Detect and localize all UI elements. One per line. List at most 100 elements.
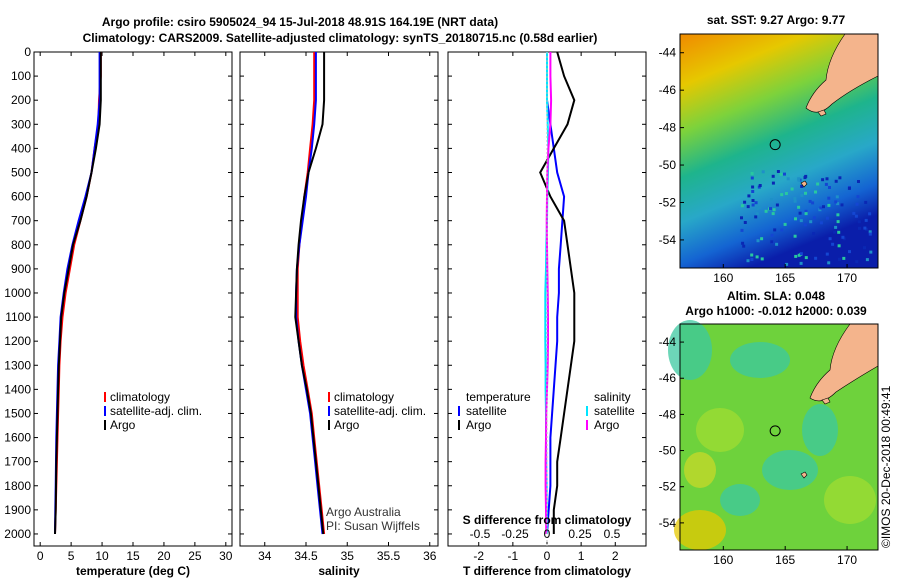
sst-pixel (804, 209, 808, 213)
new-zealand-land (805, 33, 879, 113)
map-x-tick-label: 160 (713, 271, 733, 285)
sst-pixel (754, 215, 758, 219)
x-axis-label: T difference from climatology (463, 564, 631, 578)
sst-pixel (865, 258, 869, 262)
sla-patch (674, 510, 726, 550)
sst-pixel (827, 203, 831, 207)
legend-label-satellite: satellite-adj. clim. (110, 404, 202, 418)
map-y-tick-label: -50 (659, 444, 677, 458)
sst-pixel (751, 190, 755, 193)
sst-pixel (869, 250, 873, 254)
sst-pixel (804, 256, 808, 260)
sst-pixel (856, 195, 860, 199)
stewart-island (817, 109, 827, 117)
difference-legend: temperature satellite Argo salinity sate… (458, 390, 635, 432)
salinity-legend: climatology satellite-adj. clim. Argo (328, 390, 426, 432)
sst-pixel (775, 203, 779, 207)
sst-pixel (852, 211, 856, 215)
x-tick-label: 35.5 (377, 549, 401, 563)
x-tick-label: 36 (423, 549, 437, 563)
sst-pixel (835, 195, 839, 199)
sla-patch (762, 450, 818, 490)
sst-pixel (814, 190, 817, 194)
x-tick-label: 0 (37, 549, 44, 563)
y-tick-label: 1000 (4, 286, 31, 300)
legend-swatch-climatology (328, 392, 330, 402)
x-tick-label: 1 (578, 549, 585, 563)
x-axis-label: temperature (deg C) (76, 564, 190, 578)
sst-pixel (836, 213, 840, 217)
sst-pixel (857, 180, 860, 183)
sst-pixel (863, 226, 867, 230)
sst-pixel (809, 220, 813, 224)
x-tick-label: 30 (219, 549, 233, 563)
series-line (54, 52, 101, 535)
sst-pixel (864, 200, 868, 204)
legend-label-satellite: satellite-adj. clim. (334, 404, 426, 418)
sst-pixel (743, 200, 747, 204)
legend-label-argo: Argo (334, 418, 360, 432)
legend-heading-salinity: salinity (594, 390, 631, 404)
sst-map-frame (679, 33, 879, 269)
sst-pixel (794, 217, 797, 221)
sst-pixel (770, 240, 774, 244)
x-tick-label: 15 (126, 549, 140, 563)
x-tick-label: -2 (473, 549, 484, 563)
sst-pixel (827, 261, 831, 265)
sst-pixel (834, 200, 838, 204)
sst-pixel (750, 258, 754, 261)
sst-pixel (828, 237, 832, 241)
x-tick-label: 34.5 (294, 549, 318, 563)
sst-pixel (836, 202, 840, 206)
sst-pixel (838, 176, 842, 180)
sst-pixel (771, 181, 775, 185)
sst-pixel (757, 185, 761, 189)
legend-swatch-temp-argo (458, 420, 460, 430)
temperature-legend: climatology satellite-adj. clim. Argo (104, 390, 202, 432)
map-y-tick-label: -44 (659, 46, 677, 60)
y-tick-label: 1300 (4, 358, 31, 372)
sst-pixel (770, 233, 774, 237)
sst-pixel (758, 184, 762, 187)
x-tick-label: 25 (188, 549, 202, 563)
y-tick-label: 300 (11, 117, 31, 131)
map-y-tick-label: -48 (659, 121, 677, 135)
salinity-profile-plot: 34 34.5 35 35.5 36 salinity (239, 51, 439, 578)
sst-pixel (855, 260, 859, 264)
sst-pixel (750, 172, 754, 175)
sst-pixel (794, 254, 798, 258)
y-tick-label: 200 (11, 93, 31, 107)
y-tick-label: 1100 (5, 310, 31, 324)
series-line (294, 52, 326, 535)
s-tick-label: -0.5 (470, 527, 491, 541)
y-tick-label: 1800 (4, 479, 31, 493)
sst-map (679, 33, 879, 269)
sst-pixel (743, 221, 747, 224)
sst-pixel (746, 259, 750, 263)
sst-pixel (865, 227, 868, 231)
sst-pixel (819, 206, 823, 210)
sst-pixel (750, 253, 754, 257)
sst-pixel (799, 252, 803, 256)
series-line (296, 52, 326, 535)
legend-swatch-satellite (328, 406, 330, 416)
legend-label-climatology: climatology (334, 390, 394, 404)
sst-map-axes: 160 165 170 -44 -46 -48 -50 -52 -54 (659, 46, 858, 285)
map-y-tick-label: -46 (659, 371, 677, 385)
sst-pixel (769, 207, 772, 211)
legend-swatch-argo (104, 420, 106, 430)
legend-label-climatology: climatology (110, 390, 170, 404)
sst-pixel (824, 182, 828, 186)
sst-pixel (855, 202, 859, 206)
y-tick-label: 400 (11, 141, 31, 155)
y-tick-label: 500 (11, 165, 31, 179)
sst-pixel (841, 235, 845, 239)
imos-watermark: ©IMOS 20-Dec-2018 00:49:41 (879, 385, 893, 548)
legend-swatch-satellite (104, 406, 106, 416)
difference-profile-plot: -2 -1 0 1 2T difference from climatology (447, 51, 647, 578)
sst-pixel (822, 205, 825, 209)
legend-label-sal-argo: Argo (594, 418, 620, 432)
temperature-profile-plot: 0100200300400500600700800900100011001200… (4, 45, 233, 578)
sst-pixel (819, 221, 823, 225)
